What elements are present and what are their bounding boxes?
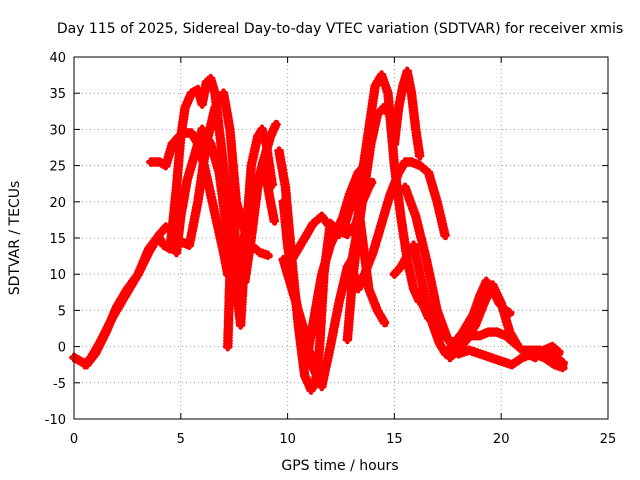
series-sat-n bbox=[400, 182, 568, 373]
y-tick-label: 15 bbox=[49, 232, 66, 247]
x-tick-label: 5 bbox=[177, 432, 185, 447]
y-tick-label: -5 bbox=[53, 377, 66, 392]
y-axis-ticks: -10 -5 0 5 10 15 20 25 30 35 40 bbox=[45, 51, 608, 428]
series-markers bbox=[346, 157, 450, 294]
series-sat-l bbox=[346, 157, 450, 294]
y-tick-label: 5 bbox=[58, 304, 66, 319]
x-tick-label: 15 bbox=[386, 432, 403, 447]
x-tick-label: 25 bbox=[600, 432, 617, 447]
series-sat-b bbox=[79, 73, 241, 370]
y-tick-label: 40 bbox=[49, 51, 66, 66]
x-tick-label: 10 bbox=[279, 432, 296, 447]
y-tick-label: 25 bbox=[49, 160, 66, 175]
chart-title: Day 115 of 2025, Sidereal Day-to-day VTE… bbox=[57, 21, 623, 37]
y-tick-label: 0 bbox=[58, 341, 66, 356]
series-sat-p bbox=[445, 280, 564, 363]
y-tick-label: 35 bbox=[49, 87, 66, 102]
series-markers bbox=[445, 280, 564, 363]
y-axis-label: SDTVAR / TECUs bbox=[7, 181, 23, 296]
series-sat-e bbox=[222, 124, 278, 352]
series-markers bbox=[222, 124, 278, 352]
x-tick-label: 20 bbox=[493, 432, 510, 447]
series-markers bbox=[79, 73, 241, 370]
y-tick-label: 20 bbox=[49, 196, 66, 211]
x-axis-ticks: 0 5 10 15 20 25 bbox=[70, 57, 616, 447]
y-tick-label: 30 bbox=[49, 123, 66, 138]
series-group bbox=[69, 66, 568, 395]
series-markers bbox=[400, 182, 568, 373]
y-tick-label: -10 bbox=[45, 413, 66, 428]
x-axis-label: GPS time / hours bbox=[281, 458, 398, 474]
x-tick-label: 0 bbox=[70, 432, 78, 447]
y-tick-label: 10 bbox=[49, 268, 66, 283]
